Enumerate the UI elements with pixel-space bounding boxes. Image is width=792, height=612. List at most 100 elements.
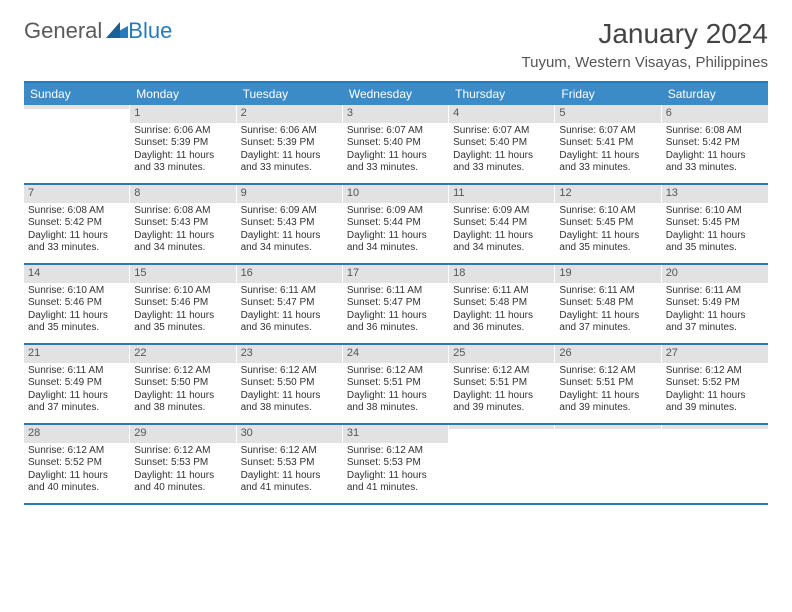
brand-logo: General Blue [24,18,172,44]
daylight-label: Daylight: 11 hours and 39 minutes. [666,390,764,415]
sunrise-label: Sunrise: 6:09 AM [453,205,551,218]
day-cell: 26Sunrise: 6:12 AMSunset: 5:51 PMDayligh… [555,345,661,423]
sunset-label: Sunset: 5:43 PM [241,217,339,230]
day-content: Sunrise: 6:11 AMSunset: 5:48 PMDaylight:… [555,283,661,339]
day-number [555,425,661,429]
daylight-label: Daylight: 11 hours and 33 minutes. [666,150,764,175]
sunset-label: Sunset: 5:46 PM [134,297,232,310]
sunrise-label: Sunrise: 6:07 AM [347,125,445,138]
day-cell: 29Sunrise: 6:12 AMSunset: 5:53 PMDayligh… [130,425,236,503]
day-content: Sunrise: 6:12 AMSunset: 5:53 PMDaylight:… [237,443,343,499]
day-cell: 10Sunrise: 6:09 AMSunset: 5:44 PMDayligh… [343,185,449,263]
daylight-label: Daylight: 11 hours and 33 minutes. [347,150,445,175]
day-header: Thursday [449,83,555,105]
sunset-label: Sunset: 5:39 PM [134,137,232,150]
day-number: 7 [24,185,130,203]
daylight-label: Daylight: 11 hours and 35 minutes. [134,310,232,335]
page-header: General Blue January 2024 Tuyum, Western… [24,18,768,71]
daylight-label: Daylight: 11 hours and 33 minutes. [134,150,232,175]
day-content: Sunrise: 6:12 AMSunset: 5:51 PMDaylight:… [555,363,661,419]
weeks-container: 1Sunrise: 6:06 AMSunset: 5:39 PMDaylight… [24,105,768,505]
day-cell: 4Sunrise: 6:07 AMSunset: 5:40 PMDaylight… [449,105,555,183]
day-cell: 25Sunrise: 6:12 AMSunset: 5:51 PMDayligh… [449,345,555,423]
day-number: 29 [130,425,236,443]
brand-part1: General [24,18,102,44]
day-number: 6 [662,105,768,123]
sunset-label: Sunset: 5:42 PM [666,137,764,150]
sunset-label: Sunset: 5:50 PM [134,377,232,390]
sunrise-label: Sunrise: 6:07 AM [453,125,551,138]
sunrise-label: Sunrise: 6:10 AM [559,205,657,218]
week-row: 1Sunrise: 6:06 AMSunset: 5:39 PMDaylight… [24,105,768,185]
sunrise-label: Sunrise: 6:09 AM [241,205,339,218]
daylight-label: Daylight: 11 hours and 37 minutes. [559,310,657,335]
day-cell: 15Sunrise: 6:10 AMSunset: 5:46 PMDayligh… [130,265,236,343]
daylight-label: Daylight: 11 hours and 35 minutes. [28,310,126,335]
day-content: Sunrise: 6:09 AMSunset: 5:43 PMDaylight:… [237,203,343,259]
day-content: Sunrise: 6:07 AMSunset: 5:40 PMDaylight:… [449,123,555,179]
sunrise-label: Sunrise: 6:12 AM [453,365,551,378]
day-content: Sunrise: 6:12 AMSunset: 5:53 PMDaylight:… [343,443,449,499]
brand-part2: Blue [128,18,172,44]
day-cell: 31Sunrise: 6:12 AMSunset: 5:53 PMDayligh… [343,425,449,503]
daylight-label: Daylight: 11 hours and 36 minutes. [241,310,339,335]
day-number: 12 [555,185,661,203]
sunrise-label: Sunrise: 6:11 AM [559,285,657,298]
day-cell: 28Sunrise: 6:12 AMSunset: 5:52 PMDayligh… [24,425,130,503]
day-cell: 6Sunrise: 6:08 AMSunset: 5:42 PMDaylight… [662,105,768,183]
sunset-label: Sunset: 5:51 PM [453,377,551,390]
sunrise-label: Sunrise: 6:06 AM [134,125,232,138]
sunrise-label: Sunrise: 6:07 AM [559,125,657,138]
sunrise-label: Sunrise: 6:11 AM [241,285,339,298]
day-cell: 18Sunrise: 6:11 AMSunset: 5:48 PMDayligh… [449,265,555,343]
sunrise-label: Sunrise: 6:10 AM [28,285,126,298]
day-content: Sunrise: 6:11 AMSunset: 5:47 PMDaylight:… [343,283,449,339]
day-content: Sunrise: 6:08 AMSunset: 5:42 PMDaylight:… [24,203,130,259]
sunset-label: Sunset: 5:45 PM [666,217,764,230]
sunrise-label: Sunrise: 6:08 AM [666,125,764,138]
day-content: Sunrise: 6:10 AMSunset: 5:46 PMDaylight:… [24,283,130,339]
day-content: Sunrise: 6:12 AMSunset: 5:51 PMDaylight:… [449,363,555,419]
day-number: 28 [24,425,130,443]
day-number: 16 [237,265,343,283]
day-content: Sunrise: 6:12 AMSunset: 5:51 PMDaylight:… [343,363,449,419]
sunset-label: Sunset: 5:39 PM [241,137,339,150]
day-content: Sunrise: 6:06 AMSunset: 5:39 PMDaylight:… [237,123,343,179]
day-number: 19 [555,265,661,283]
calendar: Sunday Monday Tuesday Wednesday Thursday… [24,81,768,505]
sunset-label: Sunset: 5:53 PM [241,457,339,470]
sunset-label: Sunset: 5:48 PM [559,297,657,310]
sunset-label: Sunset: 5:40 PM [347,137,445,150]
daylight-label: Daylight: 11 hours and 37 minutes. [28,390,126,415]
day-cell: 11Sunrise: 6:09 AMSunset: 5:44 PMDayligh… [449,185,555,263]
day-content: Sunrise: 6:11 AMSunset: 5:47 PMDaylight:… [237,283,343,339]
day-cell: 27Sunrise: 6:12 AMSunset: 5:52 PMDayligh… [662,345,768,423]
day-number: 22 [130,345,236,363]
day-cell: 16Sunrise: 6:11 AMSunset: 5:47 PMDayligh… [237,265,343,343]
day-number: 30 [237,425,343,443]
day-content: Sunrise: 6:08 AMSunset: 5:42 PMDaylight:… [662,123,768,179]
day-cell: 17Sunrise: 6:11 AMSunset: 5:47 PMDayligh… [343,265,449,343]
sunrise-label: Sunrise: 6:12 AM [134,365,232,378]
daylight-label: Daylight: 11 hours and 33 minutes. [453,150,551,175]
daylight-label: Daylight: 11 hours and 36 minutes. [453,310,551,335]
day-cell: 22Sunrise: 6:12 AMSunset: 5:50 PMDayligh… [130,345,236,423]
day-content: Sunrise: 6:10 AMSunset: 5:46 PMDaylight:… [130,283,236,339]
day-number: 3 [343,105,449,123]
day-content: Sunrise: 6:12 AMSunset: 5:50 PMDaylight:… [130,363,236,419]
sunset-label: Sunset: 5:48 PM [453,297,551,310]
day-number [24,105,130,109]
week-row: 7Sunrise: 6:08 AMSunset: 5:42 PMDaylight… [24,185,768,265]
day-content: Sunrise: 6:11 AMSunset: 5:49 PMDaylight:… [24,363,130,419]
day-cell [449,425,555,503]
sunrise-label: Sunrise: 6:11 AM [28,365,126,378]
day-header-row: Sunday Monday Tuesday Wednesday Thursday… [24,83,768,105]
daylight-label: Daylight: 11 hours and 41 minutes. [347,470,445,495]
daylight-label: Daylight: 11 hours and 35 minutes. [559,230,657,255]
day-number: 17 [343,265,449,283]
sunrise-label: Sunrise: 6:12 AM [559,365,657,378]
day-content: Sunrise: 6:07 AMSunset: 5:41 PMDaylight:… [555,123,661,179]
daylight-label: Daylight: 11 hours and 34 minutes. [347,230,445,255]
sunrise-label: Sunrise: 6:12 AM [134,445,232,458]
day-cell: 14Sunrise: 6:10 AMSunset: 5:46 PMDayligh… [24,265,130,343]
